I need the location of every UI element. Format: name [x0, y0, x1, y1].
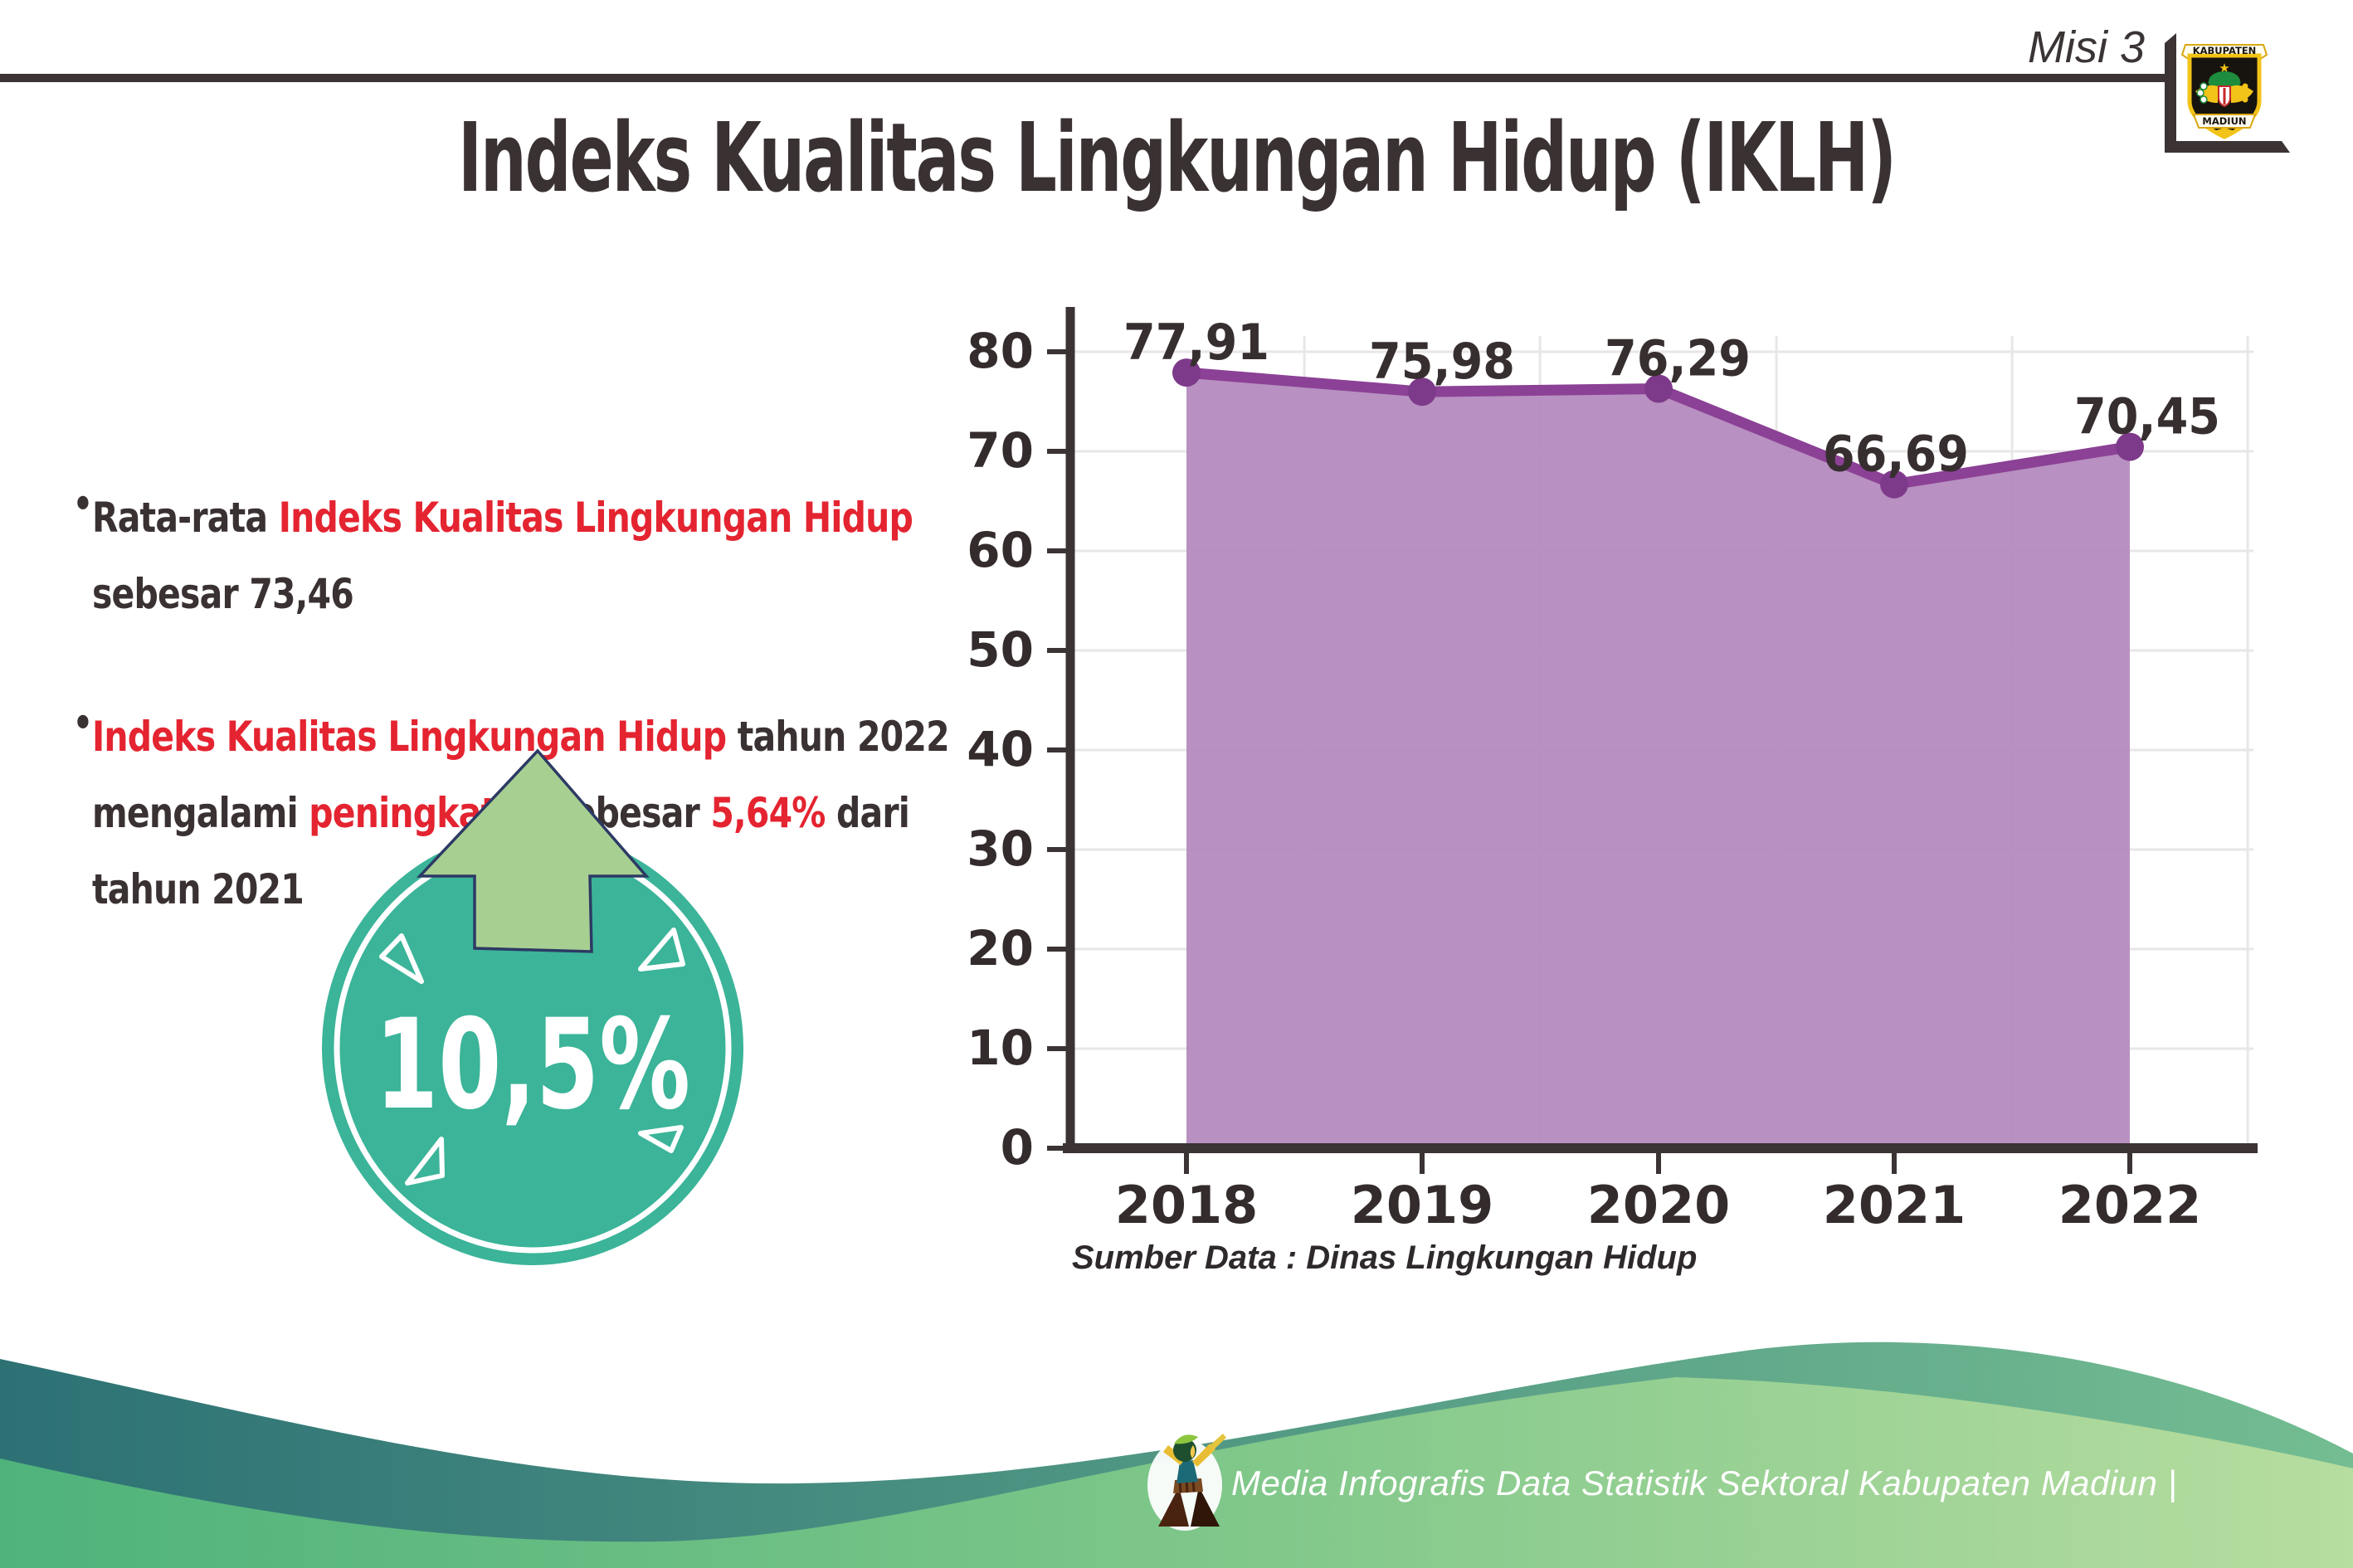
y-tick-label: 10 [967, 1020, 1034, 1076]
misi-label: Misi 3 [2027, 22, 2145, 72]
data-value-label: 75,98 [1369, 333, 1515, 391]
data-value-label: 66,69 [1823, 426, 1969, 484]
logo-rice-icon [2242, 83, 2248, 90]
chart-axes [1047, 307, 2258, 1174]
data-point-marker [1408, 377, 1436, 407]
y-tick-label: 40 [967, 721, 1034, 777]
bullet-text-segment: dari [825, 789, 910, 837]
x-tick-label: 2019 [1351, 1175, 1494, 1235]
bullet-dot: • [71, 697, 95, 751]
y-tick-label: 0 [1001, 1119, 1034, 1176]
bullet-text-segment: Indeks Kualitas Lingkungan Hidup [91, 713, 727, 761]
y-tick-label: 80 [967, 323, 1034, 379]
logo-bottom-banner-label: MADIUN [2202, 115, 2246, 127]
logo-cotton-icon [2200, 95, 2208, 104]
sparkle-triangle-icon [405, 1137, 445, 1186]
x-tick-label: 2022 [2058, 1175, 2202, 1235]
statistics-mascot-icon [1147, 1434, 1226, 1531]
header-rule [0, 74, 2165, 82]
up-arrow-icon [416, 748, 650, 953]
logo-rice-icon [2242, 96, 2248, 103]
y-tick-label: 60 [967, 522, 1034, 578]
sparkle-triangle-icon [638, 1125, 684, 1153]
logo-bottom-ribbon [2192, 114, 2257, 129]
bullet-line: tahun 2021 [92, 851, 1094, 928]
chart-area-series [1172, 358, 2144, 1145]
logo-top-banner-label: KABUPATEN [2193, 45, 2257, 56]
bullet-line: Rata-rata Indeks Kualitas Lingkungan Hid… [92, 480, 1094, 556]
bullet-line: sebesar 73,46 [92, 556, 1094, 632]
bullet-line: Indeks Kualitas Lingkungan Hidup tahun 2… [92, 699, 1094, 775]
source-note: Sumber Data : Dinas Lingkungan Hidup [1072, 1239, 1698, 1276]
bullet-text-segment: Rata-rata [91, 494, 279, 542]
chart-value-labels: 77,91 75,98 76,29 66,69 70,45 [1123, 314, 2220, 484]
data-point-marker [1880, 470, 1908, 499]
data-value-label: 76,29 [1605, 330, 1751, 388]
y-tick-label: 70 [967, 422, 1034, 479]
footer-credit: Media Infografis Data Statistik Sektoral… [1231, 1463, 2178, 1502]
logo-bottom-ornament [2214, 128, 2235, 138]
y-tick-label: 30 [967, 821, 1034, 877]
data-point-marker [2116, 432, 2144, 461]
bullet-text-segment: 5,64% [710, 789, 826, 837]
bullet-text-segment: tahun 2022 [726, 713, 950, 761]
bullet-text-segment: tahun 2021 [91, 865, 304, 913]
bullet-text-segment: mengalami [91, 789, 309, 837]
x-tick-label: 2020 [1587, 1175, 1731, 1235]
data-point-marker [1172, 358, 1201, 387]
area-fill [1186, 373, 2130, 1145]
badge-value: 10,5% [375, 993, 690, 1137]
y-tick-label: 20 [967, 920, 1034, 976]
sparkle-triangle-icon [379, 933, 424, 984]
x-tick-label: 2018 [1115, 1175, 1259, 1235]
bullet-text-segment: sebesar 73,46 [91, 570, 354, 618]
page-title: Indeks Kualitas Lingkungan Hidup (IKLH) [457, 103, 1897, 214]
chart-axis-labels: 0 10 20 30 40 50 60 70 80 2018 2019 2020 2021 2022 [967, 323, 2201, 1235]
bullet-dot: • [71, 478, 95, 532]
kabupaten-madiun-seal-icon: KABUPATEN ★ MADIUN [2180, 44, 2268, 139]
bullet-item: • Indeks Kualitas Lingkungan Hidup tahun … [71, 697, 1094, 928]
logo-cotton-icon [2196, 89, 2204, 97]
data-value-label: 70,45 [2074, 388, 2220, 446]
bullet-text-segment: Indeks Kualitas Lingkungan Hidup [278, 494, 913, 542]
bullet-list: • Rata-rata Indeks Kualitas Lingkungan Hi… [71, 478, 1094, 994]
logo-cotton-icon [2200, 82, 2208, 90]
logo-right-wing-icon [2231, 85, 2253, 103]
data-point-marker [1644, 374, 1673, 403]
y-tick-label: 50 [967, 621, 1034, 678]
x-tick-label: 2021 [1823, 1175, 1966, 1235]
logo-rice-icon [2245, 90, 2252, 96]
sparkle-triangle-icon [638, 928, 685, 971]
data-value-label: 77,91 [1123, 314, 1269, 372]
bullet-item: • Rata-rata Indeks Kualitas Lingkungan Hi… [71, 478, 1094, 632]
increase-badge: 10,5% [322, 748, 743, 1265]
